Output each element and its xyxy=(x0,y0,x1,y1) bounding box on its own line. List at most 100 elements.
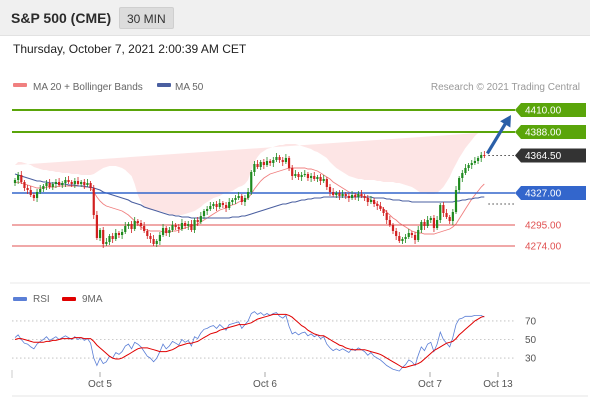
candle-body xyxy=(473,161,476,163)
candle-body xyxy=(224,205,228,208)
candle-body xyxy=(458,178,461,190)
current-price-tag xyxy=(515,148,586,163)
candle-body xyxy=(310,176,313,178)
candle-body xyxy=(73,181,76,184)
candle-body xyxy=(51,184,54,187)
candle-body xyxy=(401,239,404,241)
candle-body xyxy=(413,235,417,240)
candles xyxy=(13,151,486,248)
candle-body xyxy=(139,223,143,226)
candle-body xyxy=(161,228,165,235)
candle-body xyxy=(250,172,253,192)
resistance-level-label: 4388.00 xyxy=(525,128,562,139)
candle-body xyxy=(228,202,231,208)
candle-body xyxy=(357,194,360,197)
candle-body xyxy=(70,182,73,184)
candle-body xyxy=(483,155,486,156)
candle-body xyxy=(121,232,124,235)
candle-body xyxy=(436,220,439,228)
candle-body xyxy=(221,203,224,205)
candle-body xyxy=(45,183,48,186)
candle-body xyxy=(95,215,98,238)
candle-body xyxy=(42,186,45,189)
candle-body xyxy=(17,175,20,180)
candle-body xyxy=(218,203,221,207)
candle-body xyxy=(256,164,259,167)
ma50-line xyxy=(14,173,485,219)
candle-body xyxy=(404,237,407,239)
candle-body xyxy=(26,188,29,190)
candle-body xyxy=(319,177,322,181)
current-price-label: 4364.50 xyxy=(525,151,562,162)
candle-body xyxy=(136,221,139,223)
candle-body xyxy=(306,174,310,178)
candle-body xyxy=(410,233,413,235)
candle-body xyxy=(105,242,108,244)
candle-body xyxy=(287,158,291,168)
ma20-legend-label: MA 20 + Bollinger Bands xyxy=(33,82,143,93)
time-tick-label: Oct 7 xyxy=(418,379,442,390)
candle-body xyxy=(275,157,278,160)
candle-body xyxy=(407,233,410,237)
rsi-legend-swatch xyxy=(13,297,27,301)
candle-body xyxy=(202,211,206,216)
candle-body xyxy=(247,192,250,198)
candle-body xyxy=(199,216,202,222)
candle-body xyxy=(269,161,272,163)
time-tick-label: Oct 6 xyxy=(253,379,277,390)
candle-body xyxy=(243,198,247,202)
interval-badge[interactable]: 30 MIN xyxy=(119,7,174,29)
candle-body xyxy=(373,200,376,204)
candle-body xyxy=(454,190,458,212)
candle-body xyxy=(61,183,64,185)
rsi-tick-label: 50 xyxy=(525,335,537,346)
candle-body xyxy=(344,194,347,196)
candle-body xyxy=(146,231,149,236)
support-level-label: 4295.00 xyxy=(525,221,562,232)
rsi-line xyxy=(14,311,485,372)
candle-body xyxy=(294,174,297,176)
candle-body xyxy=(253,164,256,172)
candle-body xyxy=(332,192,335,195)
forecast-arrow-head xyxy=(500,115,511,128)
candle-body xyxy=(398,236,401,241)
candle-body xyxy=(54,182,58,184)
candle-body xyxy=(461,173,464,178)
candle-body xyxy=(133,221,136,229)
candle-body xyxy=(80,182,83,184)
candle-body xyxy=(369,200,373,202)
ma20-legend-swatch xyxy=(13,83,27,87)
candle-body xyxy=(325,179,328,187)
rsi-ma-legend-swatch xyxy=(62,297,76,301)
candle-body xyxy=(262,162,265,165)
candle-body xyxy=(171,225,174,230)
candle-body xyxy=(187,224,190,226)
candle-body xyxy=(32,195,35,198)
candle-body xyxy=(23,182,26,188)
time-axis: Oct 5 Oct 6 Oct 7 Oct 13 xyxy=(11,370,588,397)
candle-body xyxy=(347,196,350,198)
candle-body xyxy=(363,196,366,198)
candle-body xyxy=(278,157,281,160)
rsi-plot: 70 50 30 xyxy=(12,311,537,372)
candle-body xyxy=(234,198,237,200)
candle-body xyxy=(291,168,294,176)
candle-body xyxy=(395,231,398,236)
candle-body xyxy=(20,175,23,182)
chart-header: S&P 500 (CME) 30 MIN xyxy=(0,0,590,36)
price-plot: 4410.00 4388.00 4364.50 4327.00 4295.00 4274.… xyxy=(12,103,586,253)
candle-body xyxy=(480,155,483,158)
candle-body xyxy=(423,222,426,226)
candle-body xyxy=(265,161,269,165)
candle-body xyxy=(417,230,420,240)
candle-body xyxy=(448,217,451,221)
candle-body xyxy=(240,196,243,202)
candle-body xyxy=(426,220,429,226)
candle-body xyxy=(212,204,215,206)
candle-body xyxy=(117,233,121,235)
candle-body xyxy=(382,209,385,213)
candle-body xyxy=(335,193,338,195)
ma50-legend-label: MA 50 xyxy=(175,82,204,93)
candle-body xyxy=(439,205,442,220)
candle-body xyxy=(272,160,275,163)
